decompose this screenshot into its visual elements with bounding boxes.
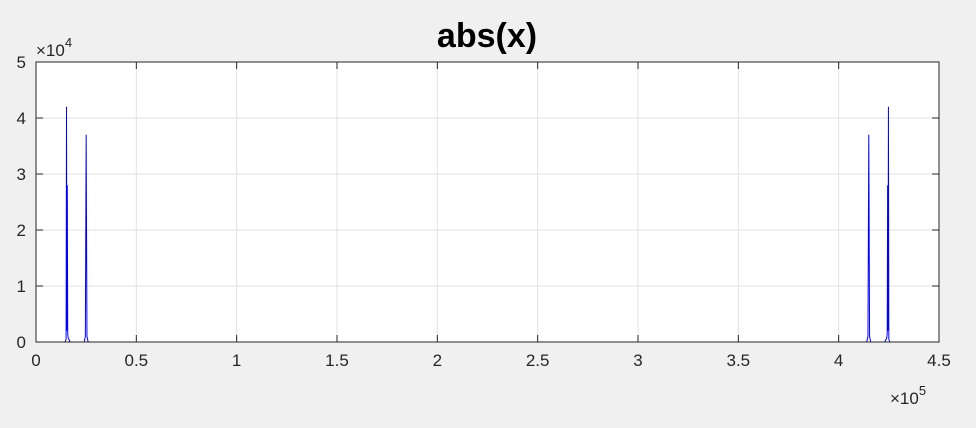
x-tick-label: 0.5	[125, 351, 149, 370]
y-tick-label: 0	[17, 333, 26, 352]
x-exponent-label: ×105	[890, 383, 926, 408]
chart-title: abs(x)	[437, 17, 537, 55]
x-tick-label: 2.5	[526, 351, 550, 370]
x-tick-label: 1	[232, 351, 241, 370]
x-tick-label: 3.5	[727, 351, 751, 370]
y-exponent-base: ×10	[36, 41, 65, 60]
y-exponent-power: 4	[65, 35, 72, 50]
x-exponent-base: ×10	[890, 389, 919, 408]
x-tick-label: 0	[31, 351, 40, 370]
y-tick-label: 2	[17, 221, 26, 240]
y-tick-label: 1	[17, 277, 26, 296]
plot-area	[36, 62, 939, 342]
y-tick-label: 5	[17, 53, 26, 72]
x-tick-label: 3	[633, 351, 642, 370]
y-tick-label: 4	[17, 109, 26, 128]
x-exponent-power: 5	[919, 383, 926, 398]
x-tick-labels: 0 0.5 1 1.5 2 2.5 3 3.5 4 4.5	[31, 351, 951, 370]
x-tick-label: 4.5	[927, 351, 951, 370]
x-tick-label: 4	[834, 351, 843, 370]
y-tick-labels: 0 1 2 3 4 5	[17, 53, 26, 352]
x-tick-label: 2	[433, 351, 442, 370]
y-tick-label: 3	[17, 165, 26, 184]
y-exponent-label: ×104	[36, 35, 72, 60]
axes-box	[35, 61, 940, 343]
tick-marks	[35, 61, 940, 343]
x-tick-label: 1.5	[325, 351, 349, 370]
